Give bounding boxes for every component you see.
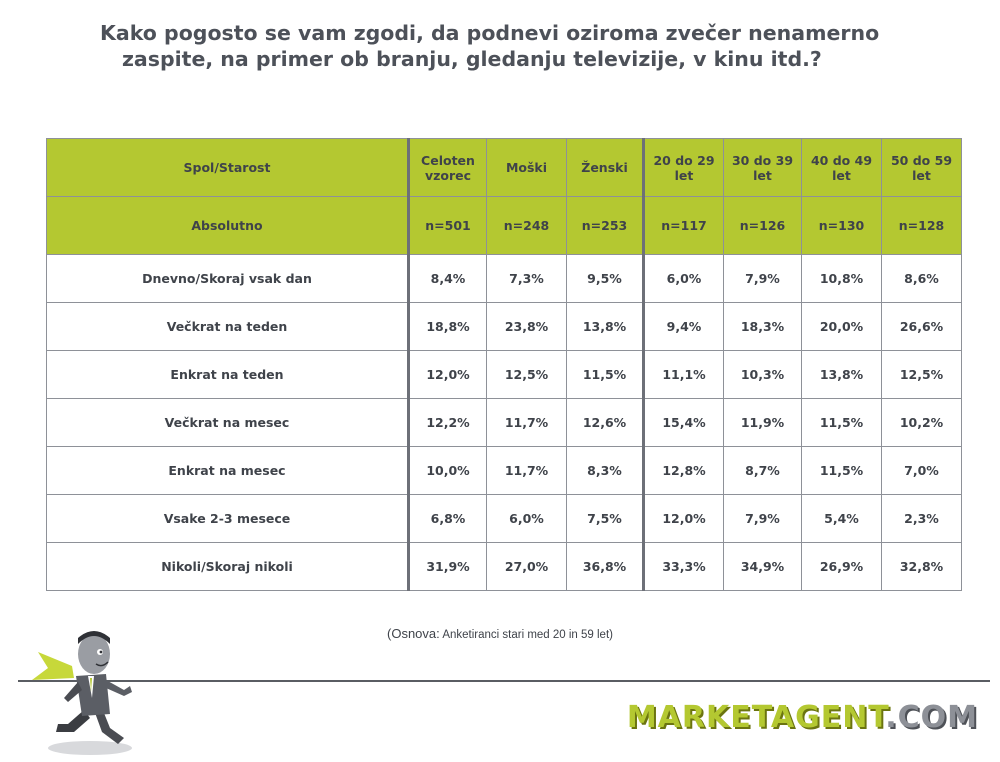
percentage-cell: 9,5% bbox=[566, 254, 644, 303]
running-agent-mascot-icon bbox=[32, 631, 132, 755]
percentage-cell: 11,7% bbox=[486, 398, 567, 447]
percentage-cell: 11,5% bbox=[801, 446, 882, 495]
percentage-cell: 13,8% bbox=[801, 350, 882, 399]
logo-tld: .COM bbox=[885, 700, 978, 735]
percentage-cell: 8,7% bbox=[723, 446, 802, 495]
header-label: Spol/Starost bbox=[46, 138, 409, 197]
sample-size-cell: n=126 bbox=[723, 196, 802, 255]
percentage-cell: 7,5% bbox=[566, 494, 644, 543]
row-label: Dnevno/Skoraj vsak dan bbox=[46, 254, 409, 303]
table-header-row: Spol/Starost Celoten vzorec Moški Ženski 20 … bbox=[46, 138, 962, 197]
percentage-cell: 18,8% bbox=[407, 302, 487, 351]
row-label: Nikoli/Skoraj nikoli bbox=[46, 542, 409, 591]
percentage-cell: 7,9% bbox=[723, 254, 802, 303]
percentage-cell: 34,9% bbox=[723, 542, 802, 591]
title-line-2: zaspite, na primer ob branju, gledanju t… bbox=[122, 47, 822, 71]
percentage-cell: 27,0% bbox=[486, 542, 567, 591]
percentage-cell: 11,5% bbox=[801, 398, 882, 447]
percentage-cell: 6,0% bbox=[642, 254, 724, 303]
results-table: Spol/Starost Celoten vzorec Moški Ženski 20 … bbox=[46, 138, 962, 591]
column-header: 50 do 59 let bbox=[881, 138, 962, 197]
percentage-cell: 23,8% bbox=[486, 302, 567, 351]
absolute-count-row: Absolutno n=501 n=248 n=253 n=117 n=126 n=130 n… bbox=[46, 196, 962, 255]
percentage-cell: 8,3% bbox=[566, 446, 644, 495]
percentage-cell: 10,2% bbox=[881, 398, 962, 447]
percentage-cell: 7,3% bbox=[486, 254, 567, 303]
sample-size-cell: n=117 bbox=[642, 196, 724, 255]
percentage-cell: 15,4% bbox=[642, 398, 724, 447]
percentage-cell: 12,5% bbox=[881, 350, 962, 399]
percentage-cell: 6,8% bbox=[407, 494, 487, 543]
percentage-cell: 33,3% bbox=[642, 542, 724, 591]
row-label: Večkrat na mesec bbox=[46, 398, 409, 447]
percentage-cell: 12,0% bbox=[642, 494, 724, 543]
percentage-cell: 9,4% bbox=[642, 302, 724, 351]
percentage-cell: 18,3% bbox=[723, 302, 802, 351]
table-row: Vsake 2-3 mesece 6,8% 6,0% 7,5% 12,0% 7,9% 5,4… bbox=[46, 494, 962, 543]
percentage-cell: 10,8% bbox=[801, 254, 882, 303]
table-row: Nikoli/Skoraj nikoli 31,9% 27,0% 36,8% 33,3%… bbox=[46, 542, 962, 591]
column-header: 40 do 49 let bbox=[801, 138, 882, 197]
percentage-cell: 12,8% bbox=[642, 446, 724, 495]
percentage-cell: 36,8% bbox=[566, 542, 644, 591]
percentage-cell: 12,2% bbox=[407, 398, 487, 447]
marketagent-logo: MARKETAGENT.COM bbox=[627, 700, 978, 736]
table-row: Večkrat na mesec 12,2% 11,7% 12,6% 15,4% 11,9… bbox=[46, 398, 962, 447]
percentage-cell: 11,5% bbox=[566, 350, 644, 399]
percentage-cell: 31,9% bbox=[407, 542, 487, 591]
percentage-cell: 7,0% bbox=[881, 446, 962, 495]
percentage-cell: 2,3% bbox=[881, 494, 962, 543]
percentage-cell: 10,0% bbox=[407, 446, 487, 495]
column-header: Celoten vzorec bbox=[407, 138, 487, 197]
percentage-cell: 12,0% bbox=[407, 350, 487, 399]
page-title: Kako pogosto se vam zgodi, da podnevi oz… bbox=[100, 20, 980, 72]
percentage-cell: 10,3% bbox=[723, 350, 802, 399]
column-header: 30 do 39 let bbox=[723, 138, 802, 197]
percentage-cell: 11,9% bbox=[723, 398, 802, 447]
footnote-text: Anketiranci stari med 20 in 59 let) bbox=[442, 629, 613, 641]
percentage-cell: 13,8% bbox=[566, 302, 644, 351]
sample-size-cell: n=130 bbox=[801, 196, 882, 255]
title-line-1: Kako pogosto se vam zgodi, da podnevi oz… bbox=[100, 21, 880, 45]
row-label: Enkrat na mesec bbox=[46, 446, 409, 495]
percentage-cell: 32,8% bbox=[881, 542, 962, 591]
table-row: Enkrat na mesec 10,0% 11,7% 8,3% 12,8% 8,7% 11… bbox=[46, 446, 962, 495]
table-row: Enkrat na teden 12,0% 12,5% 11,5% 11,1% 10,3%… bbox=[46, 350, 962, 399]
footer-divider bbox=[18, 680, 990, 682]
row-label: Enkrat na teden bbox=[46, 350, 409, 399]
percentage-cell: 20,0% bbox=[801, 302, 882, 351]
absolute-label: Absolutno bbox=[46, 196, 409, 255]
percentage-cell: 8,6% bbox=[881, 254, 962, 303]
footnote-lead: (Osnova: bbox=[387, 626, 440, 641]
percentage-cell: 5,4% bbox=[801, 494, 882, 543]
column-header: 20 do 29 let bbox=[642, 138, 724, 197]
base-footnote: (Osnova: Anketiranci stari med 20 in 59 … bbox=[0, 626, 1000, 641]
sample-size-cell: n=253 bbox=[566, 196, 644, 255]
percentage-cell: 12,6% bbox=[566, 398, 644, 447]
percentage-cell: 26,6% bbox=[881, 302, 962, 351]
percentage-cell: 7,9% bbox=[723, 494, 802, 543]
percentage-cell: 11,1% bbox=[642, 350, 724, 399]
table-row: Večkrat na teden 18,8% 23,8% 13,8% 9,4% 18,3%… bbox=[46, 302, 962, 351]
percentage-cell: 11,7% bbox=[486, 446, 567, 495]
sample-size-cell: n=501 bbox=[407, 196, 487, 255]
column-header: Moški bbox=[486, 138, 567, 197]
percentage-cell: 6,0% bbox=[486, 494, 567, 543]
percentage-cell: 8,4% bbox=[407, 254, 487, 303]
logo-brand: MARKETAGENT bbox=[626, 700, 886, 735]
percentage-cell: 12,5% bbox=[486, 350, 567, 399]
row-label: Večkrat na teden bbox=[46, 302, 409, 351]
table-row: Dnevno/Skoraj vsak dan 8,4% 7,3% 9,5% 6,0% 7,… bbox=[46, 254, 962, 303]
row-label: Vsake 2-3 mesece bbox=[46, 494, 409, 543]
sample-size-cell: n=248 bbox=[486, 196, 567, 255]
sample-size-cell: n=128 bbox=[881, 196, 962, 255]
column-header: Ženski bbox=[566, 138, 644, 197]
percentage-cell: 26,9% bbox=[801, 542, 882, 591]
